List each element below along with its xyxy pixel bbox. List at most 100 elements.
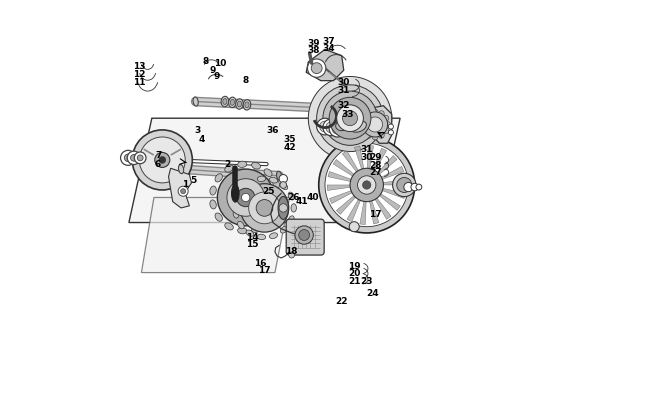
Circle shape [249,192,280,224]
Polygon shape [368,193,379,224]
Circle shape [329,97,371,139]
Text: 4: 4 [199,134,205,144]
Text: 30: 30 [337,78,350,87]
Text: 3: 3 [194,126,201,135]
Polygon shape [372,155,397,180]
Text: 6: 6 [155,160,161,168]
Circle shape [389,124,393,129]
Ellipse shape [257,234,266,240]
Polygon shape [328,171,359,183]
Text: 36: 36 [266,126,279,135]
FancyBboxPatch shape [286,219,324,255]
Text: 17: 17 [369,210,382,219]
Polygon shape [374,187,406,199]
Text: 16: 16 [254,259,266,268]
Text: 2: 2 [224,160,230,168]
Ellipse shape [276,171,281,180]
Ellipse shape [229,97,236,108]
Circle shape [137,155,143,161]
Text: 37: 37 [323,37,335,45]
Ellipse shape [270,177,278,183]
Ellipse shape [350,121,367,132]
Circle shape [135,152,146,164]
Circle shape [159,157,166,163]
Ellipse shape [230,100,235,105]
Circle shape [361,128,367,134]
Text: 23: 23 [361,277,373,286]
Circle shape [416,184,422,190]
Circle shape [411,183,419,191]
Text: 22: 22 [335,297,348,306]
Text: 8: 8 [203,58,209,66]
Text: 42: 42 [283,143,296,152]
Polygon shape [371,192,391,219]
Text: 38: 38 [307,46,320,55]
Circle shape [393,173,416,197]
Circle shape [323,91,377,145]
Polygon shape [168,168,192,208]
Circle shape [363,112,387,137]
Text: 29: 29 [369,153,382,163]
Ellipse shape [288,192,294,200]
Circle shape [311,63,322,74]
Ellipse shape [245,102,249,108]
Ellipse shape [276,193,282,202]
Polygon shape [374,166,404,182]
Ellipse shape [291,204,296,212]
Polygon shape [375,179,406,185]
Ellipse shape [273,207,280,215]
Circle shape [372,109,378,115]
Text: 35: 35 [283,134,296,144]
Polygon shape [363,106,392,143]
Ellipse shape [225,223,233,230]
Circle shape [318,137,415,233]
Circle shape [383,128,389,134]
Circle shape [329,120,346,137]
Circle shape [361,116,367,121]
Circle shape [366,132,372,138]
Text: 31: 31 [361,145,373,154]
Circle shape [363,181,371,189]
Circle shape [307,59,326,77]
Circle shape [358,176,376,194]
Circle shape [389,130,393,135]
Polygon shape [347,192,363,222]
Ellipse shape [236,99,243,109]
Polygon shape [373,189,400,210]
Circle shape [242,193,250,202]
Circle shape [289,252,294,258]
Polygon shape [336,190,361,215]
Circle shape [124,154,132,162]
Circle shape [337,105,363,131]
Ellipse shape [243,100,251,110]
Text: 11: 11 [133,78,146,87]
Circle shape [367,117,383,132]
Text: 19: 19 [348,262,361,271]
Text: 17: 17 [258,266,271,275]
Text: 34: 34 [323,44,335,53]
Polygon shape [142,197,289,273]
Text: 9: 9 [209,66,216,75]
Polygon shape [370,148,387,178]
Text: 27: 27 [369,168,382,177]
Circle shape [349,222,359,232]
Ellipse shape [264,169,272,176]
Ellipse shape [273,179,280,188]
Polygon shape [343,151,363,178]
Circle shape [326,122,337,133]
Ellipse shape [215,174,222,182]
Text: 24: 24 [367,289,380,298]
Ellipse shape [252,163,261,169]
Ellipse shape [225,165,233,172]
Text: 7: 7 [155,151,161,160]
Circle shape [332,123,343,134]
Circle shape [317,118,333,135]
Polygon shape [333,160,360,181]
Ellipse shape [193,97,198,106]
Text: 41: 41 [296,197,308,206]
Text: 10: 10 [214,60,227,68]
Ellipse shape [264,218,272,226]
Ellipse shape [238,221,244,229]
Ellipse shape [280,226,288,233]
Circle shape [181,189,186,194]
